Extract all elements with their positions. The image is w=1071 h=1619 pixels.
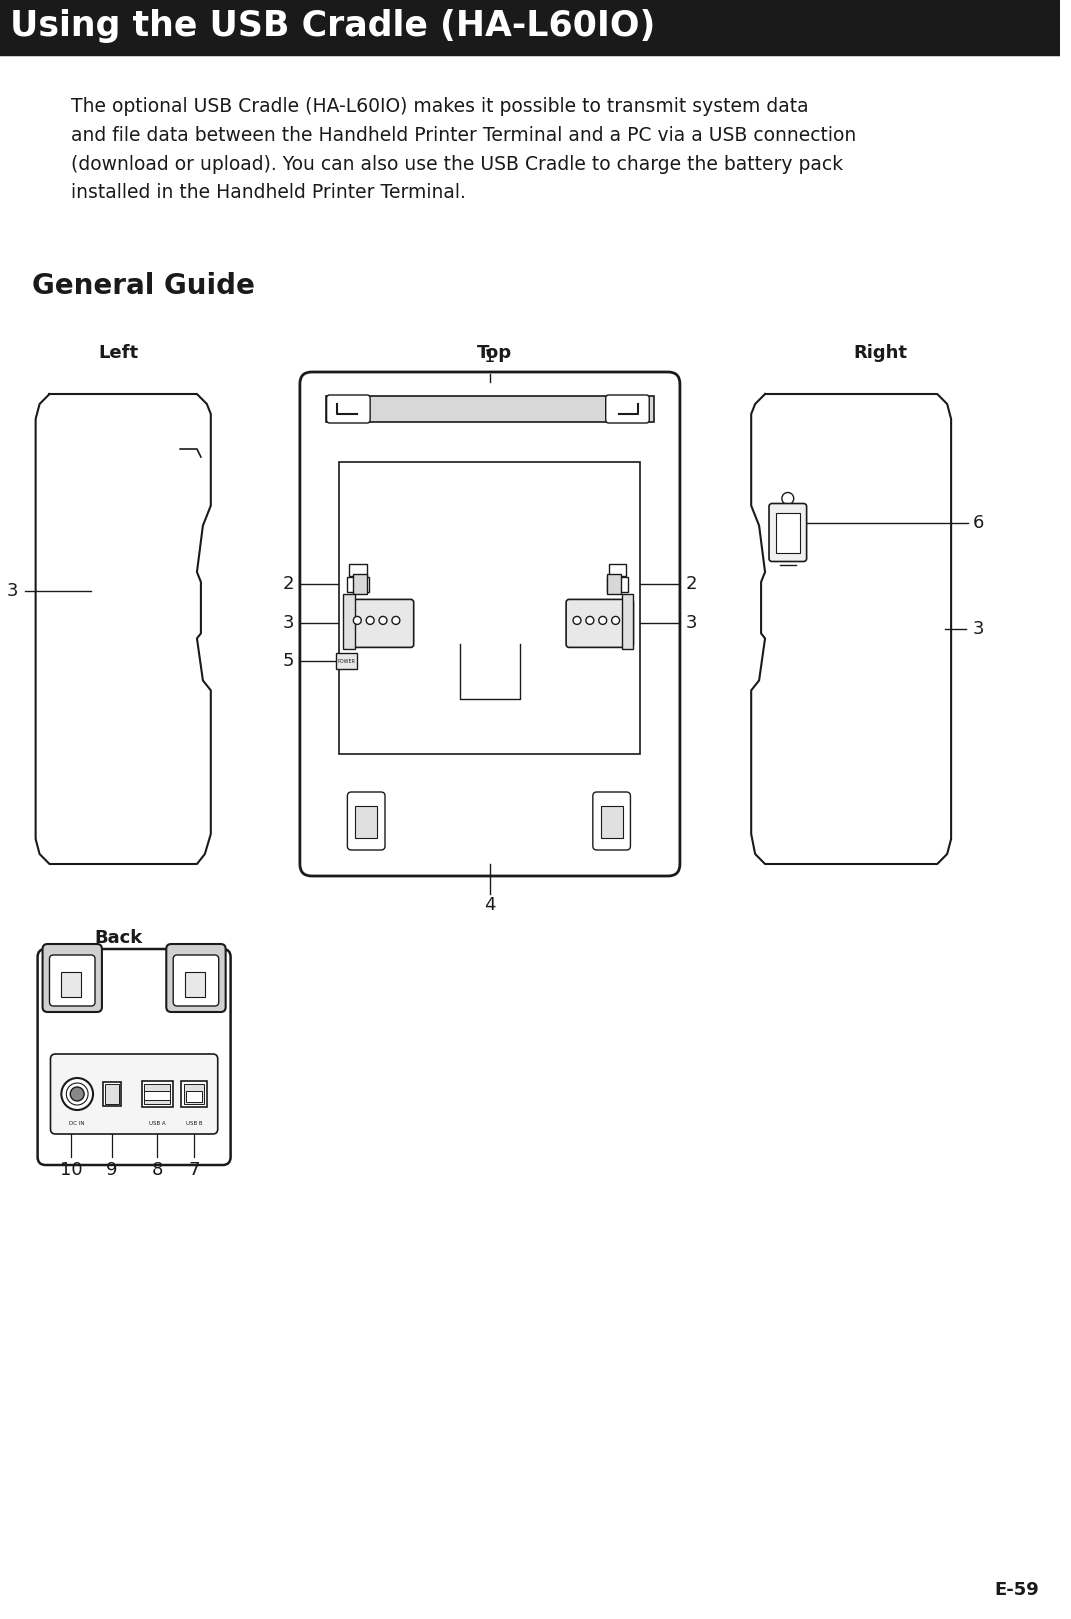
Text: Top: Top bbox=[478, 343, 512, 363]
Text: USB A: USB A bbox=[149, 1120, 166, 1125]
Text: 2: 2 bbox=[283, 575, 293, 594]
Bar bbox=[0, 0, 1060, 52]
Bar bbox=[141, 1081, 174, 1107]
Bar bbox=[145, 1085, 170, 1104]
Circle shape bbox=[586, 617, 593, 625]
FancyBboxPatch shape bbox=[593, 792, 631, 850]
Text: Left: Left bbox=[99, 343, 139, 363]
Text: Right: Right bbox=[854, 343, 908, 363]
Bar bbox=[601, 806, 622, 839]
Text: Using the USB Cradle (HA-L60IO): Using the USB Cradle (HA-L60IO) bbox=[10, 10, 655, 44]
Bar bbox=[775, 513, 800, 552]
FancyBboxPatch shape bbox=[50, 1054, 217, 1133]
Text: 3: 3 bbox=[6, 583, 18, 601]
Circle shape bbox=[573, 617, 580, 625]
FancyBboxPatch shape bbox=[166, 944, 226, 1012]
Polygon shape bbox=[35, 393, 211, 865]
Text: 4: 4 bbox=[484, 895, 496, 915]
Bar bbox=[61, 971, 81, 997]
FancyBboxPatch shape bbox=[300, 372, 680, 876]
Text: USB B: USB B bbox=[185, 1120, 202, 1125]
FancyBboxPatch shape bbox=[346, 599, 413, 648]
FancyBboxPatch shape bbox=[37, 949, 230, 1166]
Text: 3: 3 bbox=[972, 620, 984, 638]
Circle shape bbox=[353, 617, 361, 625]
Circle shape bbox=[392, 617, 399, 625]
Bar bbox=[186, 1091, 202, 1103]
FancyBboxPatch shape bbox=[769, 504, 806, 562]
Text: POWER: POWER bbox=[337, 659, 356, 664]
FancyBboxPatch shape bbox=[49, 955, 95, 1005]
Circle shape bbox=[71, 1086, 85, 1101]
Text: 5: 5 bbox=[283, 652, 293, 670]
Text: The optional USB Cradle (HA-L60IO) makes it possible to transmit system data
and: The optional USB Cradle (HA-L60IO) makes… bbox=[72, 97, 857, 202]
Circle shape bbox=[61, 1078, 93, 1111]
Bar bbox=[349, 563, 367, 576]
FancyBboxPatch shape bbox=[606, 395, 649, 423]
Polygon shape bbox=[751, 393, 951, 865]
Text: 7: 7 bbox=[188, 1161, 199, 1179]
Bar bbox=[344, 594, 356, 649]
Text: Back: Back bbox=[94, 929, 142, 947]
Circle shape bbox=[612, 617, 619, 625]
Bar bbox=[606, 576, 629, 593]
FancyBboxPatch shape bbox=[347, 792, 384, 850]
Bar bbox=[185, 971, 205, 997]
Text: 10: 10 bbox=[60, 1161, 82, 1179]
Circle shape bbox=[366, 617, 374, 625]
Text: E-59: E-59 bbox=[995, 1582, 1039, 1600]
FancyBboxPatch shape bbox=[567, 599, 633, 648]
Bar bbox=[184, 1085, 203, 1104]
FancyBboxPatch shape bbox=[174, 955, 218, 1005]
Bar bbox=[105, 1085, 119, 1104]
Text: 2: 2 bbox=[685, 575, 697, 594]
Circle shape bbox=[782, 492, 794, 505]
Text: 6: 6 bbox=[972, 513, 984, 531]
Bar bbox=[353, 575, 367, 594]
Bar bbox=[608, 563, 627, 576]
Text: 8: 8 bbox=[152, 1161, 163, 1179]
Bar bbox=[606, 575, 620, 594]
Bar bbox=[340, 461, 640, 754]
FancyBboxPatch shape bbox=[327, 395, 371, 423]
Bar bbox=[326, 397, 654, 423]
Text: 3: 3 bbox=[283, 614, 293, 633]
Bar bbox=[356, 806, 377, 839]
FancyBboxPatch shape bbox=[43, 944, 102, 1012]
Bar bbox=[335, 654, 358, 669]
Bar bbox=[181, 1081, 207, 1107]
Bar bbox=[621, 594, 633, 649]
Bar bbox=[103, 1081, 121, 1106]
Bar bbox=[347, 576, 369, 593]
Text: General Guide: General Guide bbox=[32, 272, 255, 300]
Circle shape bbox=[379, 617, 387, 625]
Text: DC IN: DC IN bbox=[70, 1120, 85, 1125]
Text: 1: 1 bbox=[484, 348, 496, 366]
Circle shape bbox=[599, 617, 606, 625]
Text: 3: 3 bbox=[685, 614, 697, 633]
Bar bbox=[145, 1091, 170, 1099]
Text: 9: 9 bbox=[106, 1161, 118, 1179]
